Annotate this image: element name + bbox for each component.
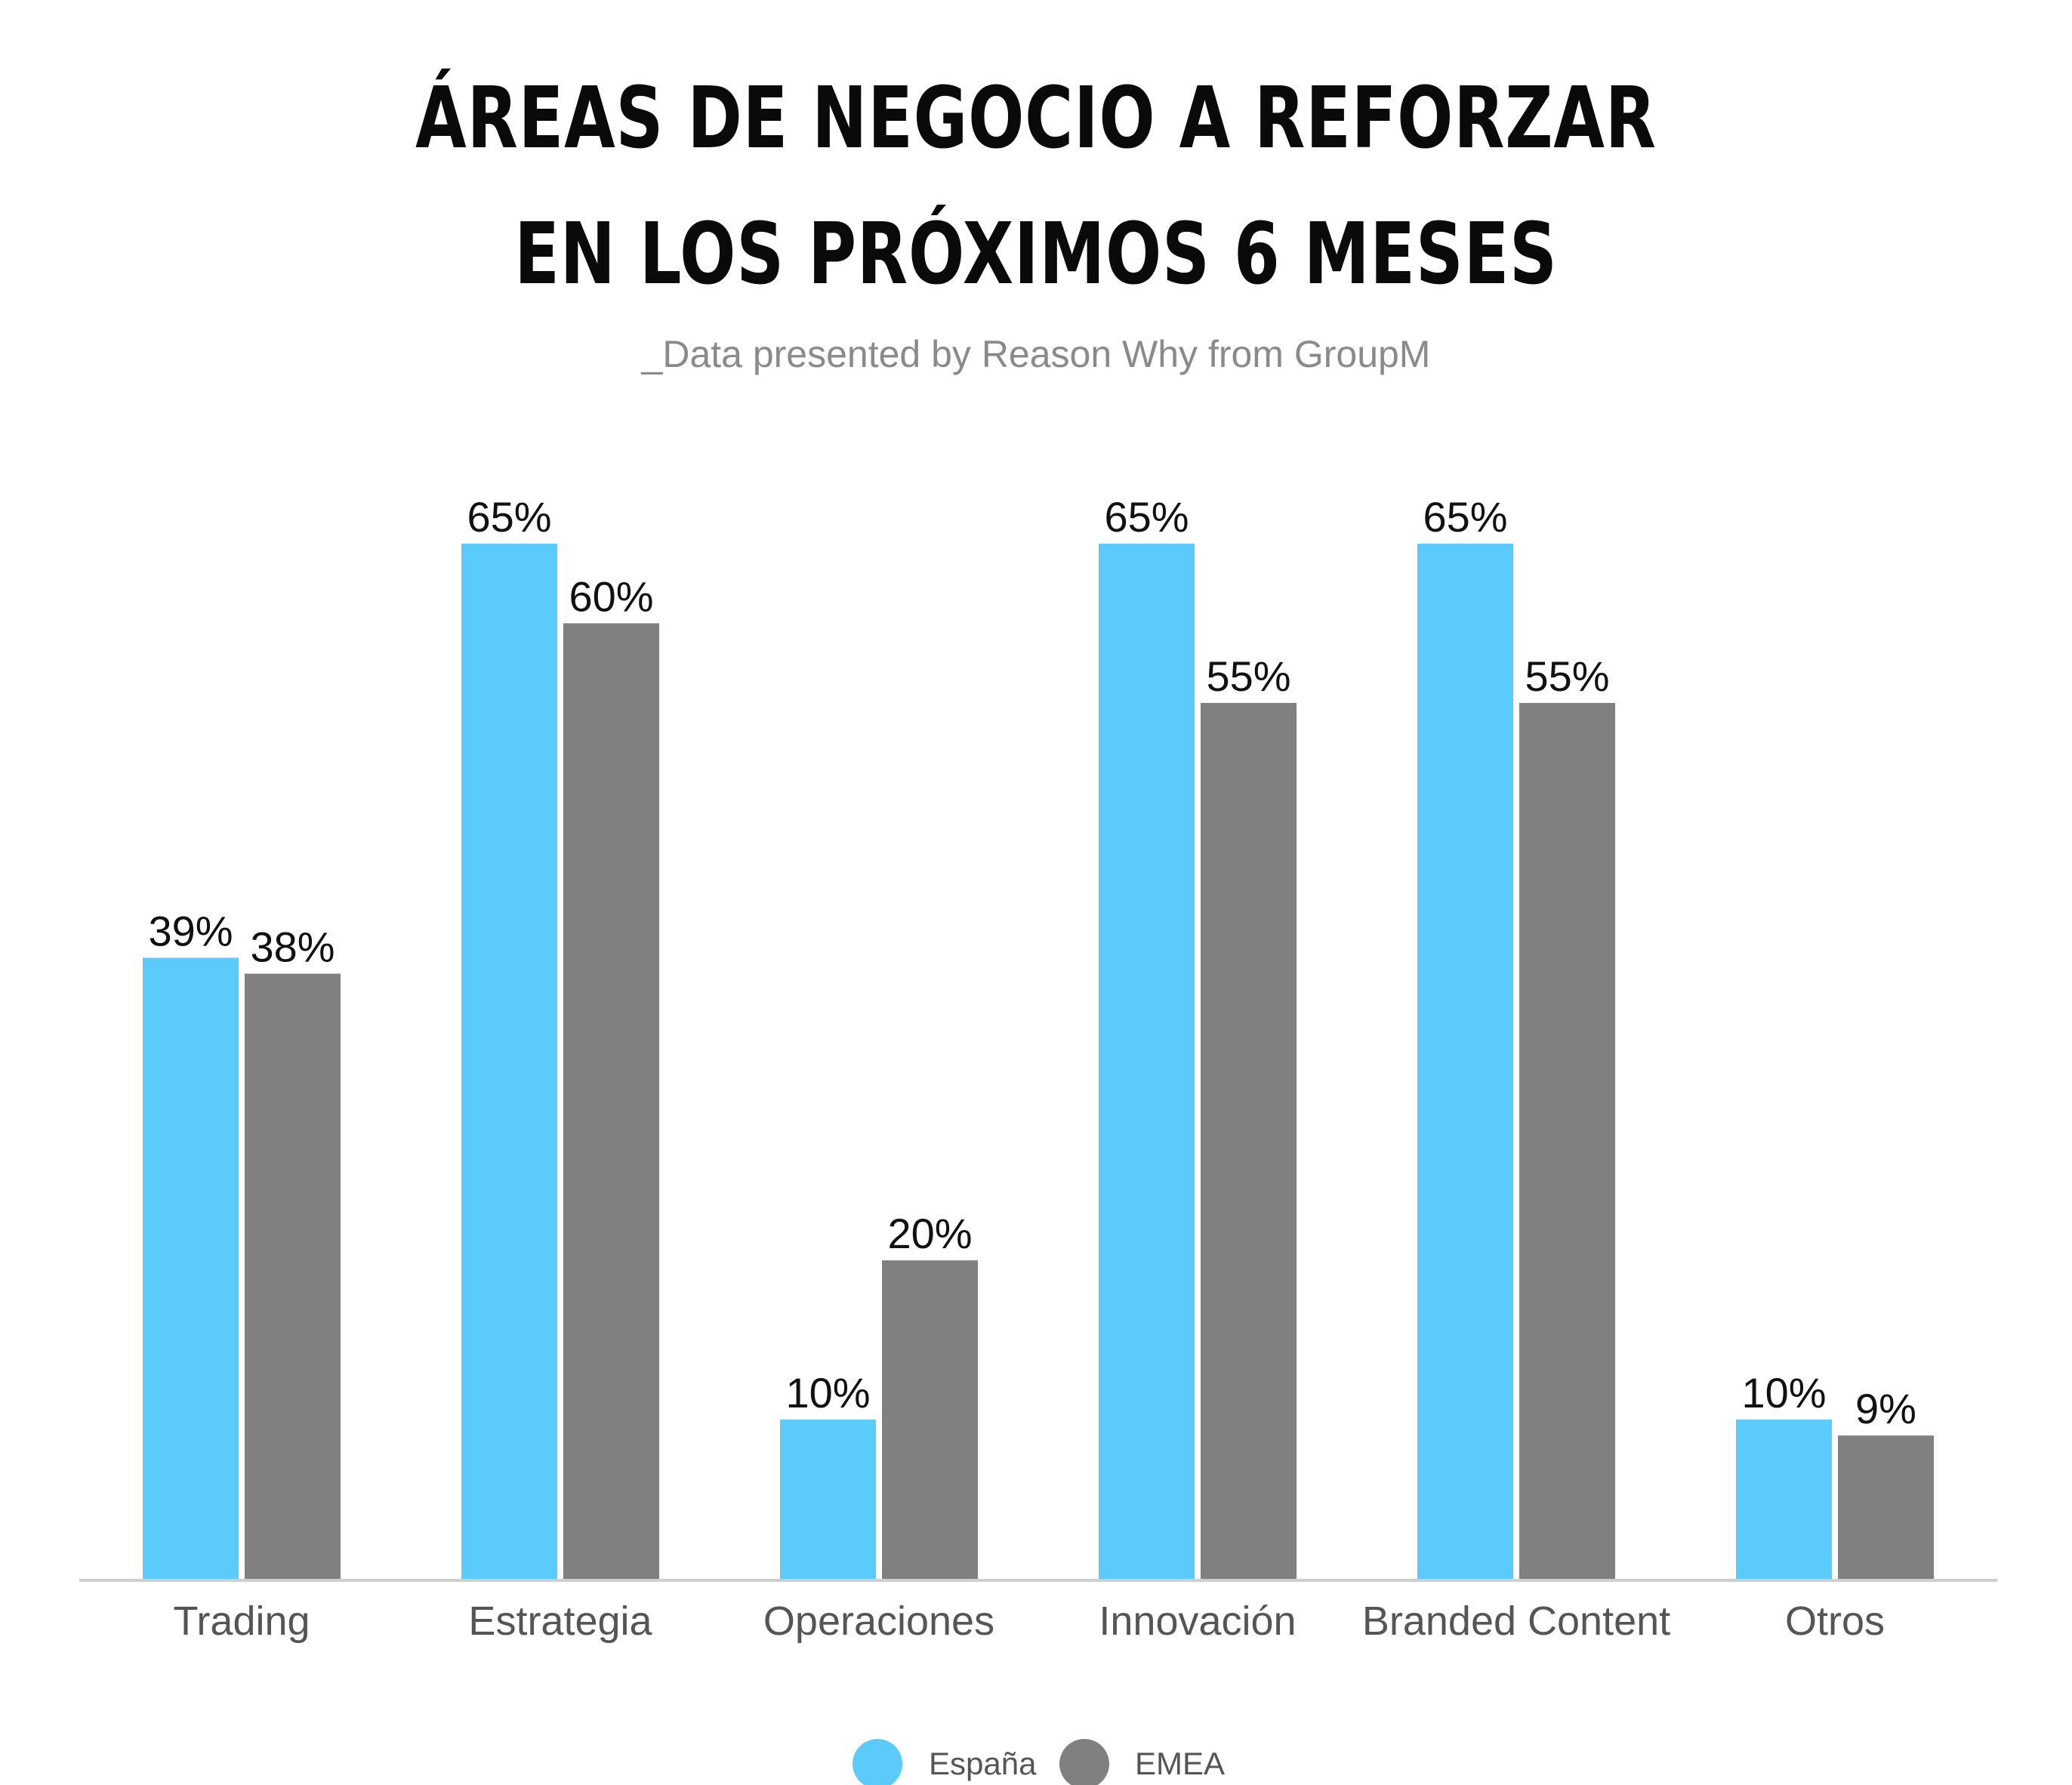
bar-emea-2: [882, 1260, 978, 1579]
category-label-4: Branded Content: [1362, 1598, 1670, 1644]
value-label-emea-4: 55%: [1525, 652, 1609, 700]
category-labels-layer: Trading Estrategia Operaciones Innovación Br…: [173, 1598, 1885, 1644]
bar-emea-0: [245, 973, 341, 1579]
bar-espana-0: [143, 957, 239, 1579]
category-label-2: Operaciones: [763, 1598, 994, 1644]
bar-espana-2: [780, 1420, 876, 1579]
value-labels-layer: 39% 38% 65% 60% 10% 20% 65% 55% 65% 55% 10% 9%: [148, 493, 1916, 1432]
value-label-espana-3: 65%: [1104, 493, 1189, 541]
value-label-emea-0: 38%: [250, 923, 335, 970]
bar-espana-5: [1736, 1420, 1832, 1579]
category-label-5: Otros: [1785, 1598, 1885, 1644]
chart-title-line-2: EN LOS PRÓXIMOS 6 MESES: [514, 205, 1558, 304]
value-label-emea-2: 20%: [887, 1210, 972, 1257]
legend-label-espana: España: [929, 1746, 1037, 1781]
bar-espana-3: [1099, 544, 1195, 1579]
category-label-3: Innovación: [1099, 1598, 1296, 1644]
bar-emea-1: [563, 623, 659, 1579]
chart-subtitle: _Data presented by Reason Why from Group…: [641, 333, 1431, 375]
value-label-emea-1: 60%: [569, 572, 653, 620]
bar-espana-4: [1417, 544, 1513, 1579]
category-label-0: Trading: [173, 1598, 310, 1644]
bar-emea-5: [1838, 1435, 1934, 1579]
value-label-emea-3: 55%: [1206, 652, 1290, 700]
value-label-espana-2: 10%: [785, 1369, 870, 1417]
value-label-emea-5: 9%: [1855, 1385, 1916, 1432]
legend-label-emea: EMEA: [1135, 1746, 1225, 1781]
value-label-espana-1: 65%: [467, 493, 551, 541]
bar-espana-1: [461, 544, 557, 1579]
category-label-1: Estrategia: [468, 1598, 652, 1644]
value-label-espana-0: 39%: [148, 907, 233, 954]
legend-swatch-espana: [853, 1739, 902, 1785]
value-label-espana-4: 65%: [1423, 493, 1507, 541]
legend: España EMEA: [853, 1739, 1225, 1785]
value-label-espana-5: 10%: [1741, 1369, 1826, 1417]
bar-emea-4: [1519, 702, 1615, 1579]
legend-swatch-emea: [1059, 1739, 1109, 1785]
bars-layer: [143, 544, 1934, 1579]
bar-emea-3: [1201, 702, 1297, 1579]
chart-title-line-1: ÁREAS DE NEGOCIO A REFORZAR: [415, 69, 1657, 168]
